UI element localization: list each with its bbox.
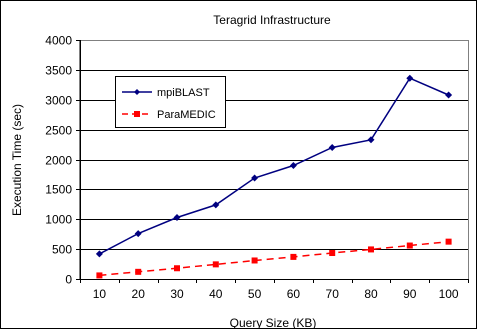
y-tick-label: 500 <box>52 243 72 257</box>
data-point-paramedic <box>174 265 180 272</box>
legend-item-mpiblast: mpiBLAST <box>122 87 210 99</box>
axes <box>76 40 469 283</box>
data-point-mpiblast <box>251 174 259 182</box>
data-point-paramedic <box>135 268 142 275</box>
y-tick-label: 2000 <box>45 154 72 168</box>
y-tick-label: 1000 <box>45 213 72 227</box>
series-line-paramedic <box>99 240 449 277</box>
legend-marker-paramedic <box>134 111 140 117</box>
x-tick-label: 40 <box>209 287 223 301</box>
data-point-paramedic <box>96 272 103 279</box>
data-point-mpiblast <box>212 201 220 209</box>
x-tick-label: 30 <box>170 287 184 301</box>
data-point-paramedic <box>329 250 336 257</box>
data-point-paramedic <box>290 253 297 260</box>
x-tick-label: 90 <box>403 287 417 301</box>
data-point-mpiblast <box>95 250 103 258</box>
data-point-paramedic <box>368 246 374 253</box>
x-tick-label: 60 <box>287 287 301 301</box>
data-point-paramedic <box>406 242 413 249</box>
x-axis-label: Query Size (KB) <box>230 316 317 329</box>
legend-box <box>115 76 226 128</box>
data-point-paramedic <box>251 257 258 264</box>
series-mpiblast <box>95 74 453 258</box>
data-point-mpiblast <box>328 144 336 152</box>
legend-item-paramedic: ParaMEDIC <box>122 109 216 121</box>
series <box>95 74 453 279</box>
y-tick-label: 0 <box>65 273 72 287</box>
y-tick-label: 3500 <box>45 64 72 78</box>
data-point-mpiblast <box>445 91 453 99</box>
data-point-paramedic <box>445 238 452 245</box>
data-point-mpiblast <box>173 213 181 221</box>
legend-label-paramedic: ParaMEDIC <box>157 109 216 121</box>
x-tick-label: 10 <box>93 287 107 301</box>
data-point-mpiblast <box>134 230 142 238</box>
x-tick-label: 70 <box>326 287 340 301</box>
y-tick-label: 1500 <box>45 183 72 197</box>
series-line-mpiblast <box>99 77 449 255</box>
chart-title: Teragrid Infrastructure <box>213 13 331 27</box>
data-point-mpiblast <box>367 136 375 144</box>
x-tick-label: 100 <box>439 287 459 301</box>
legend: mpiBLAST ParaMEDIC <box>115 76 226 128</box>
series-paramedic <box>96 238 452 279</box>
y-tick-label: 3000 <box>45 94 72 108</box>
x-tick-label: 20 <box>132 287 146 301</box>
legend-marker-mpiblast <box>134 89 140 95</box>
y-tick-label: 4000 <box>45 34 72 48</box>
legend-label-mpiblast: mpiBLAST <box>157 87 210 99</box>
x-tick-label: 80 <box>364 287 378 301</box>
y-tick-labels: 0 500 1000 1500 2000 2500 3000 3500 4000 <box>45 34 72 287</box>
x-tick-label: 50 <box>248 287 262 301</box>
y-axis-label: Execution Time (sec) <box>10 104 24 216</box>
data-point-mpiblast <box>289 161 297 169</box>
x-tick-labels: 10 20 30 40 50 60 70 80 90 100 <box>93 287 459 301</box>
data-point-paramedic <box>212 261 219 268</box>
data-point-mpiblast <box>406 74 414 82</box>
y-tick-label: 2500 <box>45 124 72 138</box>
